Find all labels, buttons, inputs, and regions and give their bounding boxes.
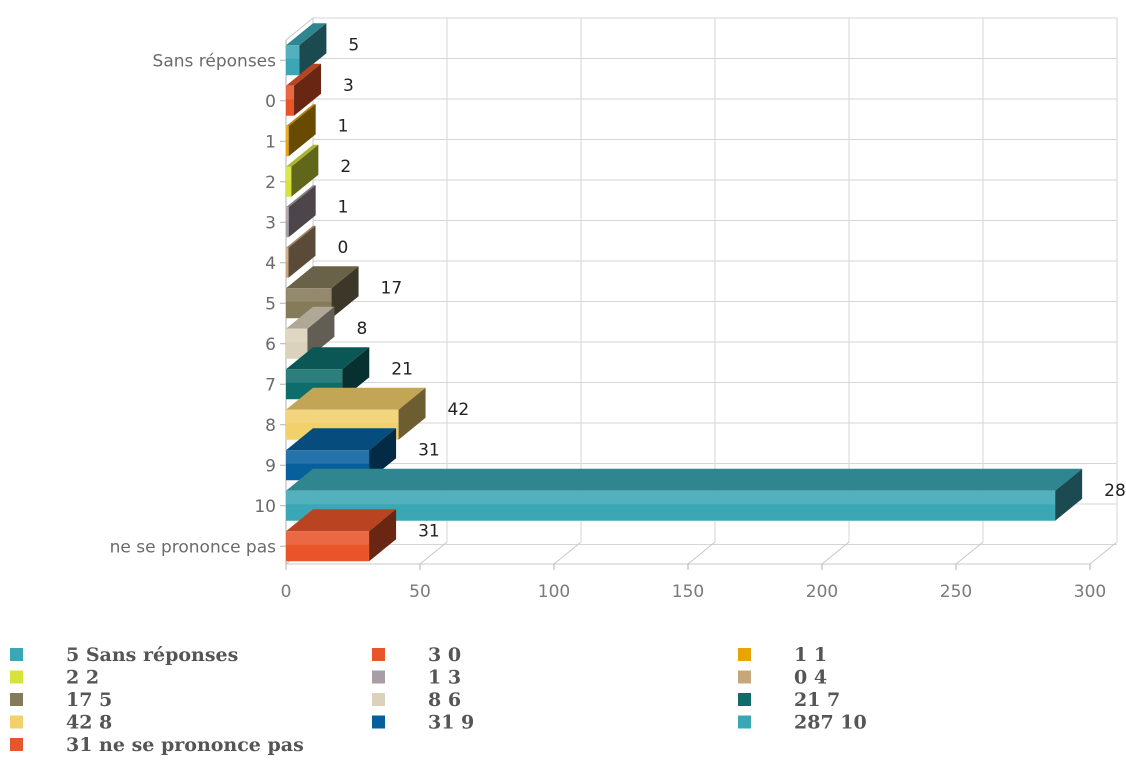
bar: 8 bbox=[286, 306, 367, 359]
legend-item: 31 ne se prononce pas bbox=[10, 734, 304, 756]
bar: 1 bbox=[286, 185, 349, 238]
bar-value-label: 1 bbox=[338, 197, 349, 217]
legend-swatch bbox=[738, 648, 751, 661]
legend-swatch bbox=[10, 715, 23, 729]
bar: 31 bbox=[286, 509, 440, 562]
category-label: 2 bbox=[265, 173, 276, 193]
legend-item: 5 Sans réponses bbox=[10, 644, 238, 666]
category-label: ne se prononce pas bbox=[110, 537, 277, 557]
category-label: 4 bbox=[265, 254, 276, 274]
legend-label: 1 3 bbox=[428, 667, 461, 689]
legend-swatch bbox=[738, 715, 751, 729]
legend-swatch bbox=[372, 715, 385, 729]
bar-value-label: 42 bbox=[448, 400, 470, 420]
legend-item: 21 7 bbox=[738, 689, 840, 711]
legend-item: 287 10 bbox=[738, 712, 867, 734]
legend-swatch bbox=[372, 693, 385, 706]
category-label: 0 bbox=[265, 92, 276, 112]
legend-label: 287 10 bbox=[794, 712, 867, 734]
bar-value-label: 3 bbox=[343, 76, 354, 96]
legend-item: 3 0 bbox=[372, 644, 461, 666]
legend-item: 31 9 bbox=[372, 712, 474, 734]
bar-value-label: 287 bbox=[1104, 481, 1126, 501]
category-labels: Sans réponses 0 1 2 3 4 5 6 7 8 9 10 ne se prononce … bbox=[110, 51, 286, 557]
category-label: 5 bbox=[265, 294, 276, 314]
bar: 1 bbox=[286, 104, 349, 157]
bar: 3 bbox=[286, 63, 354, 116]
bar-value-label: 8 bbox=[356, 319, 367, 339]
x-tick-label: 300 bbox=[1074, 582, 1106, 602]
bar: 2 bbox=[286, 144, 351, 197]
legend-label: 2 2 bbox=[66, 667, 99, 689]
x-tick-label: 100 bbox=[538, 582, 570, 602]
legend-label: 5 Sans réponses bbox=[66, 644, 238, 666]
legend-swatch bbox=[10, 738, 23, 751]
x-tick-label: 200 bbox=[806, 582, 838, 602]
bar-value-label: 17 bbox=[381, 278, 403, 298]
legend-label: 21 7 bbox=[794, 689, 840, 711]
category-label: 9 bbox=[265, 456, 276, 476]
bar: 0 bbox=[286, 225, 349, 278]
bar: 287 bbox=[286, 468, 1126, 521]
chart-legend: 5 Sans réponses 3 0 1 1 2 2 1 3 0 4 17 5 8 6 21 … bbox=[10, 644, 867, 756]
legend-item: 42 8 bbox=[10, 712, 112, 734]
category-label: 1 bbox=[265, 132, 276, 152]
legend-label: 31 ne se prononce pas bbox=[66, 734, 304, 756]
legend-swatch bbox=[10, 670, 23, 684]
bar-value-label: 31 bbox=[418, 521, 440, 541]
legend-swatch bbox=[738, 670, 751, 684]
legend-item: 1 3 bbox=[372, 667, 461, 689]
legend-swatch bbox=[738, 693, 751, 706]
x-tick-label: 50 bbox=[409, 582, 431, 602]
x-tick-label: 0 bbox=[281, 582, 292, 602]
legend-label: 1 1 bbox=[794, 644, 827, 666]
legend-item: 8 6 bbox=[372, 689, 461, 711]
bar: 21 bbox=[286, 347, 413, 400]
bar-value-label: 2 bbox=[340, 157, 351, 177]
bar-value-label: 1 bbox=[338, 116, 349, 136]
category-label: 3 bbox=[265, 213, 276, 233]
legend-item: 0 4 bbox=[738, 667, 827, 689]
legend-item: 1 1 bbox=[738, 644, 827, 666]
legend-label: 17 5 bbox=[66, 689, 112, 711]
legend-label: 31 9 bbox=[428, 712, 474, 734]
category-label: Sans réponses bbox=[153, 51, 277, 71]
legend-swatch bbox=[10, 648, 23, 661]
legend-item: 17 5 bbox=[10, 689, 112, 711]
bar-value-label: 5 bbox=[348, 35, 359, 55]
bar: 5 bbox=[286, 23, 359, 76]
category-label: 8 bbox=[265, 416, 276, 436]
bar-value-label: 31 bbox=[418, 440, 440, 460]
bar: 42 bbox=[286, 387, 470, 440]
legend-label: 0 4 bbox=[794, 667, 827, 689]
category-label: 10 bbox=[254, 497, 276, 517]
bar-value-label: 0 bbox=[338, 238, 349, 258]
legend-swatch bbox=[372, 670, 385, 684]
legend-label: 42 8 bbox=[66, 712, 112, 734]
chart-bars: 53121017821423128731 bbox=[286, 23, 1126, 562]
legend-swatch bbox=[372, 648, 385, 661]
bar-value-label: 21 bbox=[391, 359, 413, 379]
legend-swatch bbox=[10, 693, 23, 706]
category-label: 7 bbox=[265, 375, 276, 395]
legend-item: 2 2 bbox=[10, 667, 99, 689]
bar: 17 bbox=[286, 266, 403, 319]
x-axis-ticks: 0 50 100 150 200 250 300 bbox=[281, 564, 1106, 602]
x-tick-label: 150 bbox=[672, 582, 704, 602]
category-label: 6 bbox=[265, 335, 276, 355]
legend-label: 8 6 bbox=[428, 689, 461, 711]
legend-label: 3 0 bbox=[428, 644, 461, 666]
x-tick-label: 250 bbox=[940, 582, 972, 602]
